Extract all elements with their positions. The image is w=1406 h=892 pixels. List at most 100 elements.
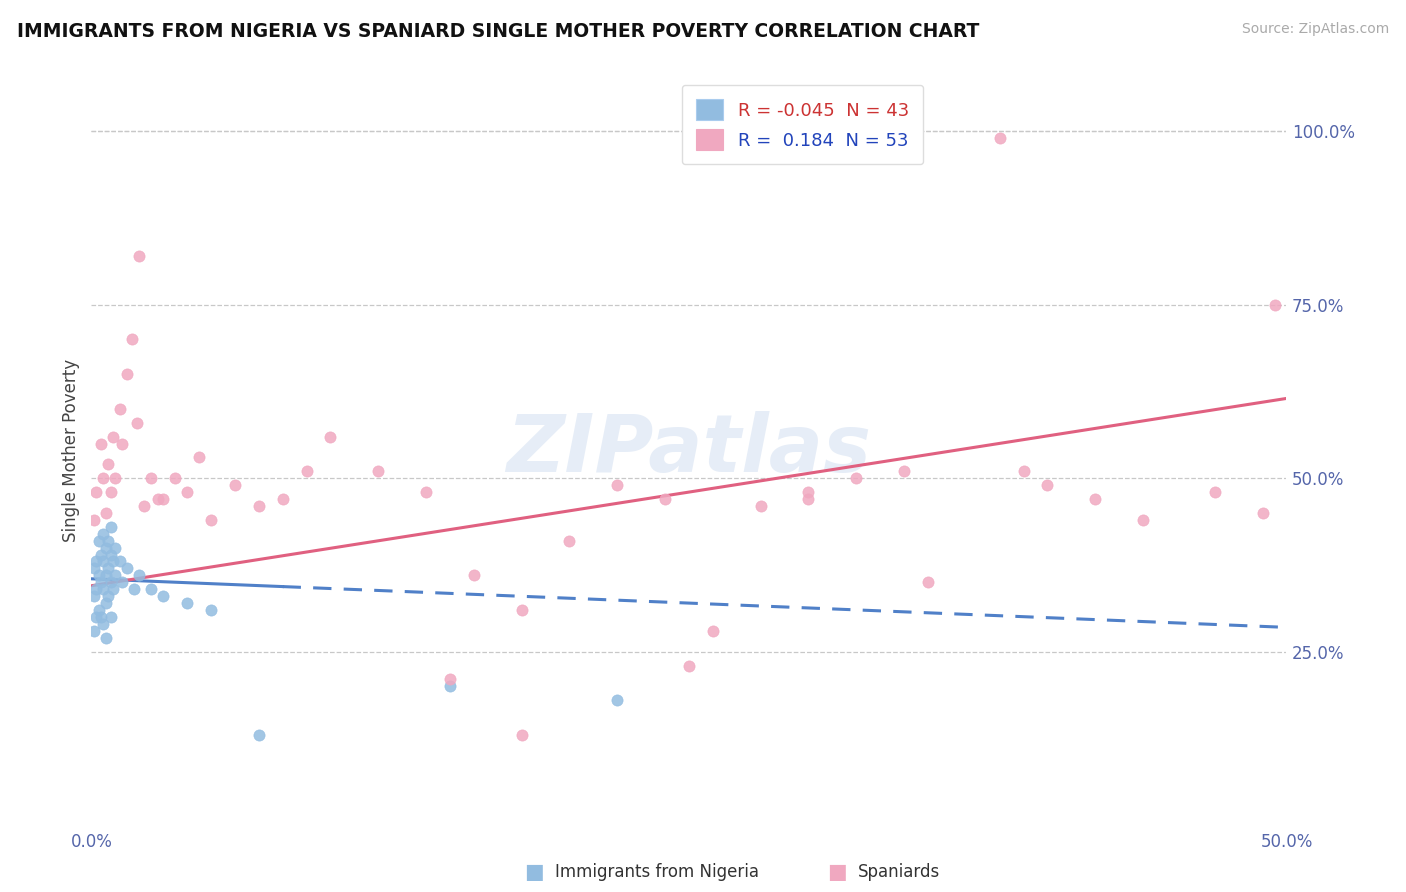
Point — [115, 367, 138, 381]
Point — [94, 596, 117, 610]
Point — [702, 624, 724, 638]
Text: Immigrants from Nigeria: Immigrants from Nigeria — [555, 863, 759, 881]
Point — [1264, 298, 1286, 312]
Point — [90, 436, 112, 450]
Point — [90, 548, 112, 562]
Point — [83, 589, 105, 603]
Text: ■: ■ — [827, 863, 846, 882]
Point — [1132, 513, 1154, 527]
Point — [115, 561, 138, 575]
Point — [1204, 485, 1226, 500]
Point — [176, 485, 198, 500]
Point — [678, 658, 700, 673]
Point — [200, 513, 222, 527]
Point — [90, 575, 112, 590]
Text: Source: ZipAtlas.com: Source: ZipAtlas.com — [1241, 22, 1389, 37]
Point — [1251, 506, 1274, 520]
Point — [94, 541, 117, 555]
Point — [104, 471, 127, 485]
Point — [100, 520, 122, 534]
Point — [83, 561, 105, 575]
Point — [176, 596, 198, 610]
Point — [132, 499, 155, 513]
Point — [797, 485, 820, 500]
Point — [893, 464, 915, 478]
Point — [87, 533, 110, 548]
Point — [988, 131, 1011, 145]
Point — [187, 450, 211, 465]
Point — [97, 533, 120, 548]
Legend: R = -0.045  N = 43, R =  0.184  N = 53: R = -0.045 N = 43, R = 0.184 N = 53 — [682, 85, 924, 164]
Point — [295, 464, 318, 478]
Point — [141, 582, 162, 597]
Point — [463, 568, 485, 582]
Point — [94, 631, 117, 645]
Text: ZIPatlas: ZIPatlas — [506, 411, 872, 490]
Point — [101, 582, 124, 597]
Point — [654, 491, 676, 506]
Point — [1084, 491, 1107, 506]
Point — [87, 603, 110, 617]
Point — [125, 416, 148, 430]
Point — [439, 673, 461, 687]
Point — [797, 491, 820, 506]
Point — [97, 561, 120, 575]
Point — [97, 458, 120, 472]
Point — [1012, 464, 1035, 478]
Point — [163, 471, 186, 485]
Point — [247, 728, 270, 742]
Point — [84, 554, 107, 568]
Point — [90, 610, 112, 624]
Point — [415, 485, 437, 500]
Point — [94, 506, 117, 520]
Point — [917, 575, 939, 590]
Point — [1036, 478, 1059, 492]
Point — [104, 568, 127, 582]
Point — [104, 541, 127, 555]
Point — [558, 533, 581, 548]
Point — [367, 464, 389, 478]
Point — [108, 401, 131, 416]
Point — [101, 429, 124, 443]
Point — [100, 610, 122, 624]
Point — [749, 499, 772, 513]
Point — [93, 582, 114, 597]
Point — [200, 603, 222, 617]
Point — [128, 249, 150, 263]
Point — [510, 728, 533, 742]
Point — [128, 568, 150, 582]
Point — [87, 568, 110, 582]
Text: Spaniards: Spaniards — [858, 863, 939, 881]
Point — [93, 554, 114, 568]
Point — [606, 478, 628, 492]
Point — [84, 485, 107, 500]
Point — [100, 548, 122, 562]
Point — [108, 554, 131, 568]
Point — [152, 589, 174, 603]
Point — [439, 679, 461, 693]
Point — [101, 554, 124, 568]
Point — [141, 471, 162, 485]
Text: ■: ■ — [524, 863, 544, 882]
Point — [97, 589, 120, 603]
Point — [152, 491, 174, 506]
Point — [100, 575, 122, 590]
Point — [319, 429, 342, 443]
Point — [111, 436, 134, 450]
Y-axis label: Single Mother Poverty: Single Mother Poverty — [62, 359, 80, 542]
Point — [224, 478, 246, 492]
Point — [93, 616, 114, 631]
Point — [83, 513, 105, 527]
Point — [510, 603, 533, 617]
Point — [124, 582, 146, 597]
Point — [84, 610, 107, 624]
Point — [121, 333, 143, 347]
Point — [93, 471, 114, 485]
Point — [83, 624, 105, 638]
Point — [111, 575, 134, 590]
Point — [84, 582, 107, 597]
Text: IMMIGRANTS FROM NIGERIA VS SPANIARD SINGLE MOTHER POVERTY CORRELATION CHART: IMMIGRANTS FROM NIGERIA VS SPANIARD SING… — [17, 22, 979, 41]
Point — [845, 471, 868, 485]
Point — [100, 485, 122, 500]
Point — [148, 491, 170, 506]
